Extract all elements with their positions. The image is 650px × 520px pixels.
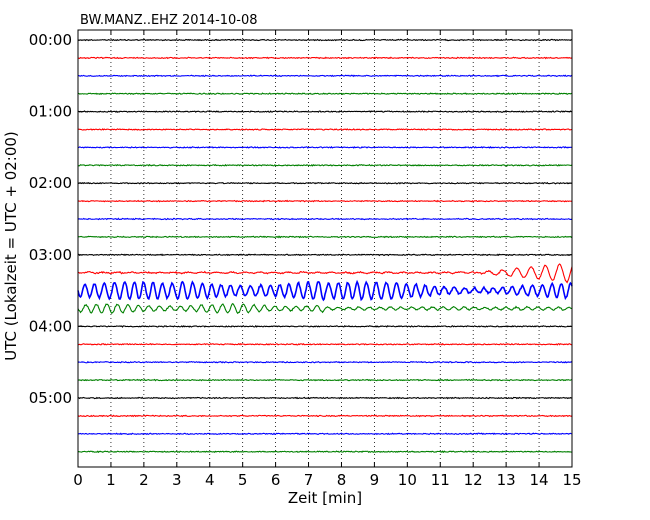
trace-row-9 xyxy=(77,199,573,203)
trace-row-12 xyxy=(77,253,573,257)
y-axis-ticks: 00:00 01:00 02:00 03:00 04:00 05:00 xyxy=(29,31,572,407)
x-tick-label: 0 xyxy=(73,471,83,489)
chart-title: BW.MANZ..EHZ 2014-10-08 xyxy=(80,13,258,28)
x-tick-label: 2 xyxy=(139,471,149,489)
trace-row-1 xyxy=(77,56,573,60)
x-tick-label: 9 xyxy=(370,471,380,489)
trace-series xyxy=(77,38,573,454)
x-axis-ticks: 0 1 2 3 4 5 6 7 8 9 10 11 12 13 14 15 xyxy=(73,30,582,489)
trace-row-13 xyxy=(77,263,573,284)
x-tick-label: 14 xyxy=(530,471,549,489)
y-tick-label: 05:00 xyxy=(29,389,72,407)
trace-row-17 xyxy=(77,342,572,346)
x-tick-label: 11 xyxy=(431,471,450,489)
trace-row-15 xyxy=(77,302,573,315)
x-tick-label: 10 xyxy=(398,471,417,489)
y-tick-label: 01:00 xyxy=(29,103,72,121)
x-tick-label: 8 xyxy=(337,471,347,489)
trace-row-19 xyxy=(77,378,573,382)
trace-row-6 xyxy=(77,145,573,149)
x-tick-label: 6 xyxy=(271,471,281,489)
plot-frame xyxy=(77,29,573,468)
trace-row-18 xyxy=(77,360,573,364)
y-axis-label: UTC (Lokalzeit = UTC + 02:00) xyxy=(2,131,20,361)
trace-row-22 xyxy=(77,432,573,436)
grid-lines xyxy=(110,30,540,467)
y-tick-label: 04:00 xyxy=(29,317,72,335)
trace-row-0 xyxy=(77,38,573,42)
trace-row-16 xyxy=(77,324,573,328)
trace-row-14 xyxy=(77,279,573,302)
trace-row-23 xyxy=(77,450,573,454)
x-tick-label: 1 xyxy=(106,471,116,489)
trace-row-8 xyxy=(77,181,573,185)
x-tick-label: 4 xyxy=(205,471,215,489)
y-tick-label: 03:00 xyxy=(29,246,72,264)
trace-row-5 xyxy=(77,128,573,131)
x-tick-label: 7 xyxy=(304,471,314,489)
trace-row-2 xyxy=(77,74,573,78)
trace-row-10 xyxy=(77,217,573,221)
trace-row-3 xyxy=(77,92,573,96)
trace-row-4 xyxy=(77,110,573,113)
x-axis-label: Zeit [min] xyxy=(288,489,362,507)
trace-row-21 xyxy=(77,414,573,418)
x-tick-label: 5 xyxy=(238,471,248,489)
x-tick-label: 15 xyxy=(562,471,581,489)
x-tick-label: 3 xyxy=(172,471,182,489)
x-tick-label: 13 xyxy=(497,471,516,489)
trace-row-11 xyxy=(77,235,573,239)
trace-row-20 xyxy=(77,396,573,400)
trace-row-7 xyxy=(77,163,573,167)
x-tick-label: 12 xyxy=(464,471,483,489)
y-tick-label: 00:00 xyxy=(29,31,72,49)
y-tick-label: 02:00 xyxy=(29,174,72,192)
